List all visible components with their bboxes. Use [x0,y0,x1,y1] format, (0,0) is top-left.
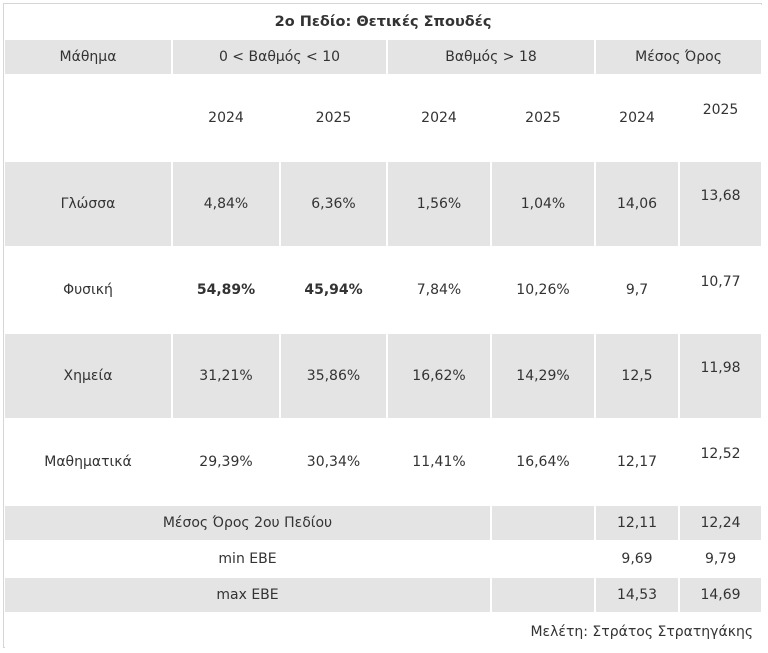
footer-row: max ΕΒΕ 14,53 14,69 [5,577,764,614]
value-cell: 14,06 [595,161,680,248]
table-row: Μαθηματικά 29,39% 30,34% 11,41% 16,64% 1… [5,419,764,506]
footer-blank-cell [491,505,596,542]
table-row: Φυσική 54,89% 45,94% 7,84% 10,26% 9,7 10… [5,247,764,334]
value-cell: 30,34% [280,419,388,506]
header-low-grade: 0 < Βαθμός < 10 [172,39,388,76]
footer-label: max ΕΒΕ [5,577,492,614]
footer-value: 14,69 [679,577,764,614]
value-cell: 4,84% [172,161,281,248]
footer-blank-cell [491,577,596,614]
value-cell: 11,98 [679,333,764,420]
value-cell: 10,77 [679,247,764,334]
value-cell: 12,5 [595,333,680,420]
value-cell: 31,21% [172,333,281,420]
year-blank-cell [5,75,173,162]
value-cell: 10,26% [491,247,596,334]
value-cell: 12,52 [679,419,764,506]
footer-row: Μέσος Όρος 2ου Πεδίου 12,11 12,24 [5,505,764,542]
footer-value: 12,24 [679,505,764,542]
header-subject: Μάθημα [5,39,173,76]
value-cell-highlight: 45,94% [280,247,388,334]
footer-value: 9,69 [595,541,680,578]
value-cell: 1,04% [491,161,596,248]
value-cell: 35,86% [280,333,388,420]
value-cell: 7,84% [387,247,492,334]
footer-value: 12,11 [595,505,680,542]
value-cell: 11,41% [387,419,492,506]
value-cell: 29,39% [172,419,281,506]
subject-cell: Φυσική [5,247,173,334]
value-cell-highlight: 54,89% [172,247,281,334]
table-row: Χημεία 31,21% 35,86% 16,62% 14,29% 12,5 … [5,333,764,420]
year-cell: 2025 [491,75,596,162]
grades-table: 2ο Πεδίο: Θετικές Σπουδές Μάθημα 0 < Βαθ… [5,5,764,652]
value-cell: 12,17 [595,419,680,506]
footer-value: 14,53 [595,577,680,614]
footer-blank-cell [491,541,596,578]
footer-label: min ΕΒΕ [5,541,492,578]
year-cell: 2024 [387,75,492,162]
footer-row: min ΕΒΕ 9,69 9,79 [5,541,764,578]
value-cell: 13,68 [679,161,764,248]
value-cell: 6,36% [280,161,388,248]
table-title: 2ο Πεδίο: Θετικές Σπουδές [5,5,764,40]
year-cell: 2025 [679,75,764,162]
header-high-grade: Βαθμός > 18 [387,39,596,76]
value-cell: 9,7 [595,247,680,334]
year-cell: 2025 [280,75,388,162]
subject-cell: Μαθηματικά [5,419,173,506]
table-row: Γλώσσα 4,84% 6,36% 1,56% 1,04% 14,06 13,… [5,161,764,248]
header-average: Μέσος Όρος [595,39,764,76]
value-cell: 1,56% [387,161,492,248]
value-cell: 16,64% [491,419,596,506]
footer-label: Μέσος Όρος 2ου Πεδίου [5,505,492,542]
value-cell: 16,62% [387,333,492,420]
subject-cell: Γλώσσα [5,161,173,248]
year-cell: 2024 [595,75,680,162]
credit-text: Μελέτη: Στράτος Στρατηγάκης [5,613,764,652]
value-cell: 14,29% [491,333,596,420]
footer-value: 9,79 [679,541,764,578]
year-cell: 2024 [172,75,281,162]
subject-cell: Χημεία [5,333,173,420]
